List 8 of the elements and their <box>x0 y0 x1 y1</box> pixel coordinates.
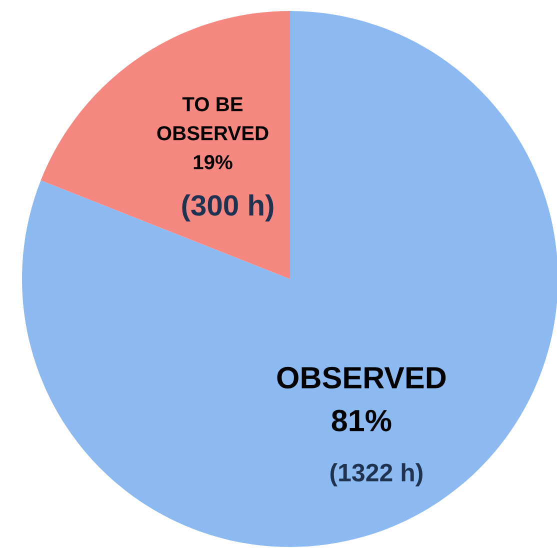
slice-label: TO BE OBSERVED <box>157 97 268 140</box>
pie-slice <box>22 11 557 547</box>
pie-slice <box>40 11 290 279</box>
slice-label: OBSERVED <box>277 366 446 389</box>
data-label: 19% <box>194 155 232 170</box>
text: (1322 h) <box>330 463 422 486</box>
data-label: 81% <box>332 410 392 432</box>
text: (300 h) <box>182 194 274 222</box>
